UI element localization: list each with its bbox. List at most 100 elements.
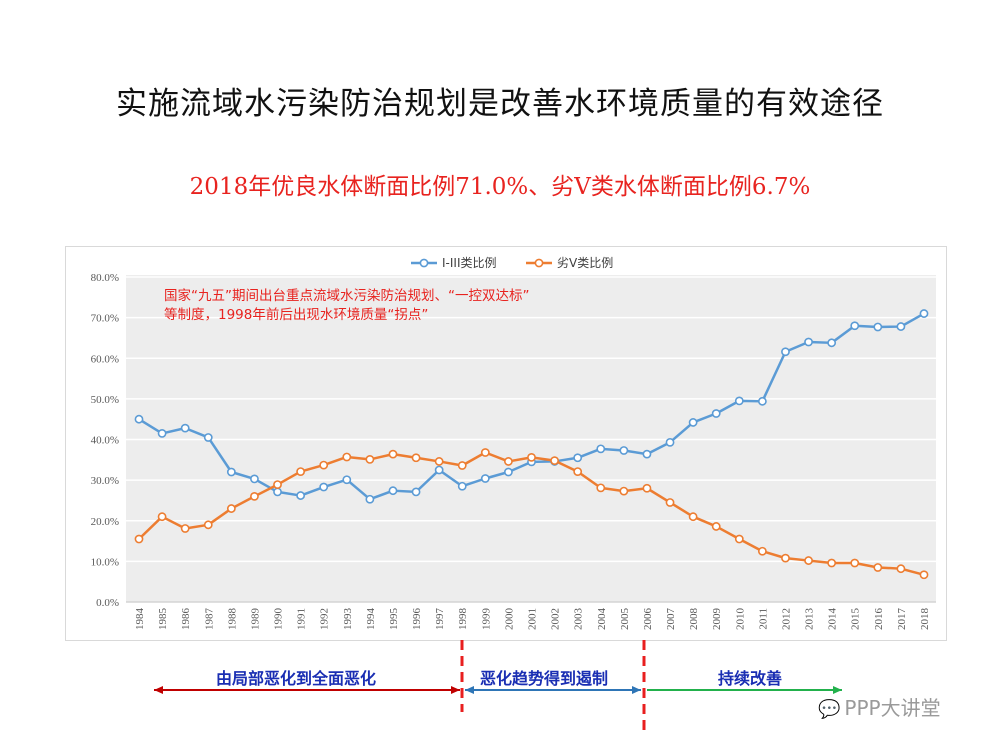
data-point-s1 bbox=[688, 418, 698, 427]
x-tick-label: 2013 bbox=[804, 608, 816, 631]
data-point-s1 bbox=[203, 433, 213, 442]
data-point-s2 bbox=[573, 467, 583, 476]
data-point-s2 bbox=[596, 483, 606, 493]
data-point-s2 bbox=[527, 452, 536, 462]
data-point-s2 bbox=[734, 534, 744, 544]
x-tick-label: 2003 bbox=[573, 608, 585, 631]
data-point-s2 bbox=[550, 456, 559, 466]
data-point-s2 bbox=[919, 570, 929, 580]
data-point-s1 bbox=[619, 446, 629, 455]
data-point-s1 bbox=[757, 396, 767, 406]
legend-label: 劣V类比例 bbox=[557, 256, 613, 270]
x-tick-label: 1984 bbox=[134, 608, 146, 631]
watermark: 💬 PPP大讲堂 bbox=[818, 696, 941, 720]
data-point-s2 bbox=[781, 553, 790, 563]
data-point-s2 bbox=[342, 452, 352, 462]
x-tick-label: 2008 bbox=[688, 608, 700, 631]
y-tick-label: 60.0% bbox=[91, 353, 119, 365]
data-point-s1 bbox=[919, 309, 929, 318]
data-point-s1 bbox=[157, 429, 167, 438]
x-tick-label: 1992 bbox=[319, 608, 331, 630]
data-point-s2 bbox=[388, 449, 398, 459]
phase1-arrow-head-left bbox=[154, 686, 163, 694]
data-point-s2 bbox=[619, 486, 629, 496]
data-point-s2 bbox=[365, 455, 375, 464]
data-point-s2 bbox=[457, 461, 467, 470]
data-point-s1 bbox=[296, 491, 306, 500]
data-point-s2 bbox=[850, 558, 860, 568]
data-point-s2 bbox=[203, 520, 213, 530]
x-tick-label: 1994 bbox=[365, 608, 377, 631]
y-tick-label: 80.0% bbox=[91, 272, 119, 284]
page-title: 实施流域水污染防治规划是改善水环境质量的有效途径 bbox=[116, 86, 884, 122]
y-tick-label: 0.0% bbox=[96, 597, 119, 609]
x-tick-label: 2017 bbox=[896, 608, 908, 631]
data-point-s1 bbox=[319, 482, 329, 492]
x-tick-label: 1990 bbox=[273, 608, 285, 631]
data-point-s2 bbox=[296, 467, 306, 476]
data-point-s1 bbox=[873, 322, 883, 332]
x-tick-label: 1999 bbox=[480, 608, 492, 631]
x-tick-label: 2005 bbox=[619, 608, 631, 631]
legend-label: I-III类比例 bbox=[442, 256, 497, 270]
y-tick-label: 70.0% bbox=[91, 313, 119, 325]
y-tick-label: 50.0% bbox=[91, 394, 119, 406]
plot-background bbox=[126, 275, 936, 602]
x-tick-label: 2014 bbox=[827, 608, 839, 631]
wechat-icon: 💬 bbox=[818, 699, 841, 720]
x-tick-label: 2018 bbox=[919, 608, 931, 631]
phase2-arrow-head-left bbox=[465, 686, 474, 694]
line-chart: 0.0% 10.0% 20.0% 30.0% 40.0% 50.0% 60.0% 70.0% 8… bbox=[91, 256, 936, 631]
data-point-s1 bbox=[665, 437, 675, 447]
y-tick-label: 10.0% bbox=[91, 556, 119, 568]
data-point-s1 bbox=[480, 474, 490, 483]
data-point-s2 bbox=[504, 457, 513, 466]
data-point-s2 bbox=[273, 480, 282, 489]
chart-frame: 0.0% 10.0% 20.0% 30.0% 40.0% 50.0% 60.0% 70.0% 8… bbox=[65, 246, 947, 641]
data-point-s2 bbox=[688, 512, 698, 522]
phase2-label: 恶化趋势得到遏制 bbox=[480, 669, 609, 688]
data-point-s1 bbox=[411, 487, 421, 497]
x-tick-label: 1986 bbox=[180, 608, 192, 631]
data-point-s1 bbox=[804, 337, 813, 347]
x-tick-label: 1998 bbox=[457, 608, 469, 631]
data-point-s1 bbox=[642, 449, 652, 459]
data-point-s1 bbox=[388, 486, 398, 496]
legend-marker bbox=[534, 258, 544, 268]
data-point-s1 bbox=[134, 414, 144, 424]
data-point-s2 bbox=[711, 522, 721, 531]
data-point-s1 bbox=[342, 475, 352, 485]
data-point-s2 bbox=[757, 546, 767, 556]
x-tick-label: 2007 bbox=[665, 608, 677, 631]
x-tick-label: 2015 bbox=[850, 608, 862, 631]
legend-marker bbox=[419, 258, 429, 268]
data-point-s1 bbox=[573, 453, 583, 463]
x-tick-label: 1985 bbox=[157, 608, 169, 631]
x-tick-label: 1989 bbox=[249, 608, 261, 631]
x-tick-label: 2016 bbox=[873, 608, 885, 631]
data-point-s2 bbox=[642, 483, 652, 493]
x-tick-label: 2006 bbox=[642, 608, 654, 631]
data-point-s2 bbox=[480, 448, 490, 457]
data-point-s2 bbox=[827, 558, 837, 568]
data-point-s1 bbox=[896, 322, 906, 331]
data-point-s1 bbox=[734, 396, 744, 406]
data-point-s1 bbox=[827, 338, 837, 348]
x-tick-label: 1995 bbox=[388, 608, 400, 631]
x-tick-label: 1996 bbox=[411, 608, 423, 631]
data-point-s2 bbox=[411, 453, 421, 463]
x-tick-label: 2001 bbox=[527, 608, 539, 630]
y-tick-label: 40.0% bbox=[91, 435, 119, 447]
data-point-s1 bbox=[365, 494, 375, 504]
data-point-s1 bbox=[180, 423, 190, 433]
data-point-s1 bbox=[781, 347, 790, 357]
annotation-text: 等制度，1998年前后出现水环境质量“拐点” bbox=[164, 306, 428, 323]
data-point-s2 bbox=[250, 491, 259, 501]
data-point-s1 bbox=[457, 481, 467, 491]
x-tick-label: 2010 bbox=[734, 608, 746, 631]
x-tick-label: 2000 bbox=[503, 608, 515, 631]
data-point-s1 bbox=[273, 487, 282, 497]
x-tick-label: 1987 bbox=[203, 608, 215, 631]
data-point-s2 bbox=[134, 534, 144, 544]
data-point-s2 bbox=[180, 524, 190, 533]
